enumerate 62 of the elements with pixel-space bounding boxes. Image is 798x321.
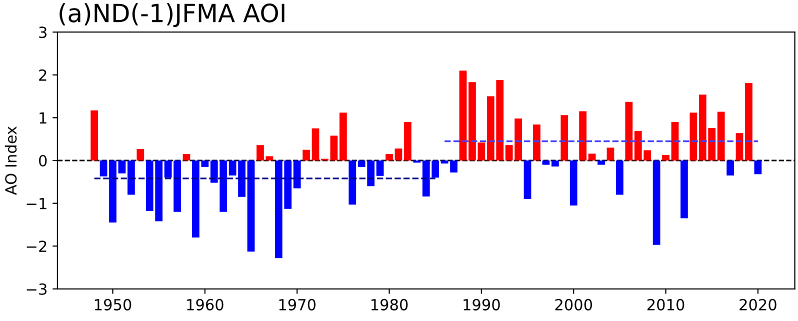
bar <box>100 160 108 176</box>
bar <box>588 154 596 160</box>
bar <box>533 124 540 160</box>
bar <box>109 160 116 223</box>
bar <box>652 160 660 245</box>
y-tick-label: 3 <box>39 26 47 38</box>
y-tick-label: 2 <box>39 69 46 81</box>
bar <box>302 150 310 160</box>
bar <box>524 160 532 200</box>
bar <box>136 148 144 160</box>
bar <box>726 160 734 176</box>
bar <box>182 154 190 160</box>
bar <box>754 160 762 174</box>
x-tick-label: 1950 <box>94 298 132 310</box>
x-tick-label: 1970 <box>279 298 316 310</box>
bar <box>680 160 688 218</box>
bar <box>736 133 744 160</box>
bar <box>339 112 347 160</box>
y-tick-label: 1 <box>40 112 46 124</box>
bar <box>745 83 752 160</box>
bar <box>174 160 181 212</box>
bar <box>376 160 384 176</box>
y-tick-label: −3 <box>26 283 47 295</box>
bar <box>598 160 605 165</box>
bar <box>266 156 274 160</box>
x-tick-label: 1990 <box>464 298 500 310</box>
bar <box>128 160 135 195</box>
bar <box>404 122 412 160</box>
bar <box>247 160 255 252</box>
x-tick-label: 1980 <box>372 298 408 310</box>
bar <box>90 110 98 160</box>
bar <box>164 160 172 178</box>
x-tick-label: 2000 <box>555 298 592 310</box>
bar <box>625 102 633 160</box>
y-axis-title: AO Index <box>4 126 17 195</box>
bar <box>570 160 578 206</box>
bar <box>662 154 670 160</box>
bar <box>690 112 698 160</box>
bar <box>394 148 402 160</box>
bar <box>386 154 393 160</box>
bar <box>293 160 301 188</box>
bar <box>551 160 559 166</box>
bar <box>459 70 467 160</box>
bar <box>256 145 264 160</box>
bar <box>312 128 320 160</box>
bar <box>616 160 624 195</box>
bar <box>330 136 338 160</box>
bar <box>560 115 568 160</box>
x-tick-label: 1960 <box>187 298 224 310</box>
bar <box>542 160 550 165</box>
y-tick-label: −1 <box>26 198 46 210</box>
y-tick-label: 0 <box>39 154 47 167</box>
x-tick-label: 2020 <box>740 298 776 310</box>
x-tick-label: 2010 <box>647 298 684 310</box>
bar <box>348 160 356 205</box>
chart-title: (a)ND(-1)JFMA AOI <box>60 3 284 28</box>
bar <box>118 160 126 174</box>
bar <box>717 112 725 160</box>
bar <box>606 148 614 160</box>
bar <box>579 111 587 160</box>
bar <box>671 122 679 160</box>
y-tick-label: −2 <box>26 240 46 252</box>
